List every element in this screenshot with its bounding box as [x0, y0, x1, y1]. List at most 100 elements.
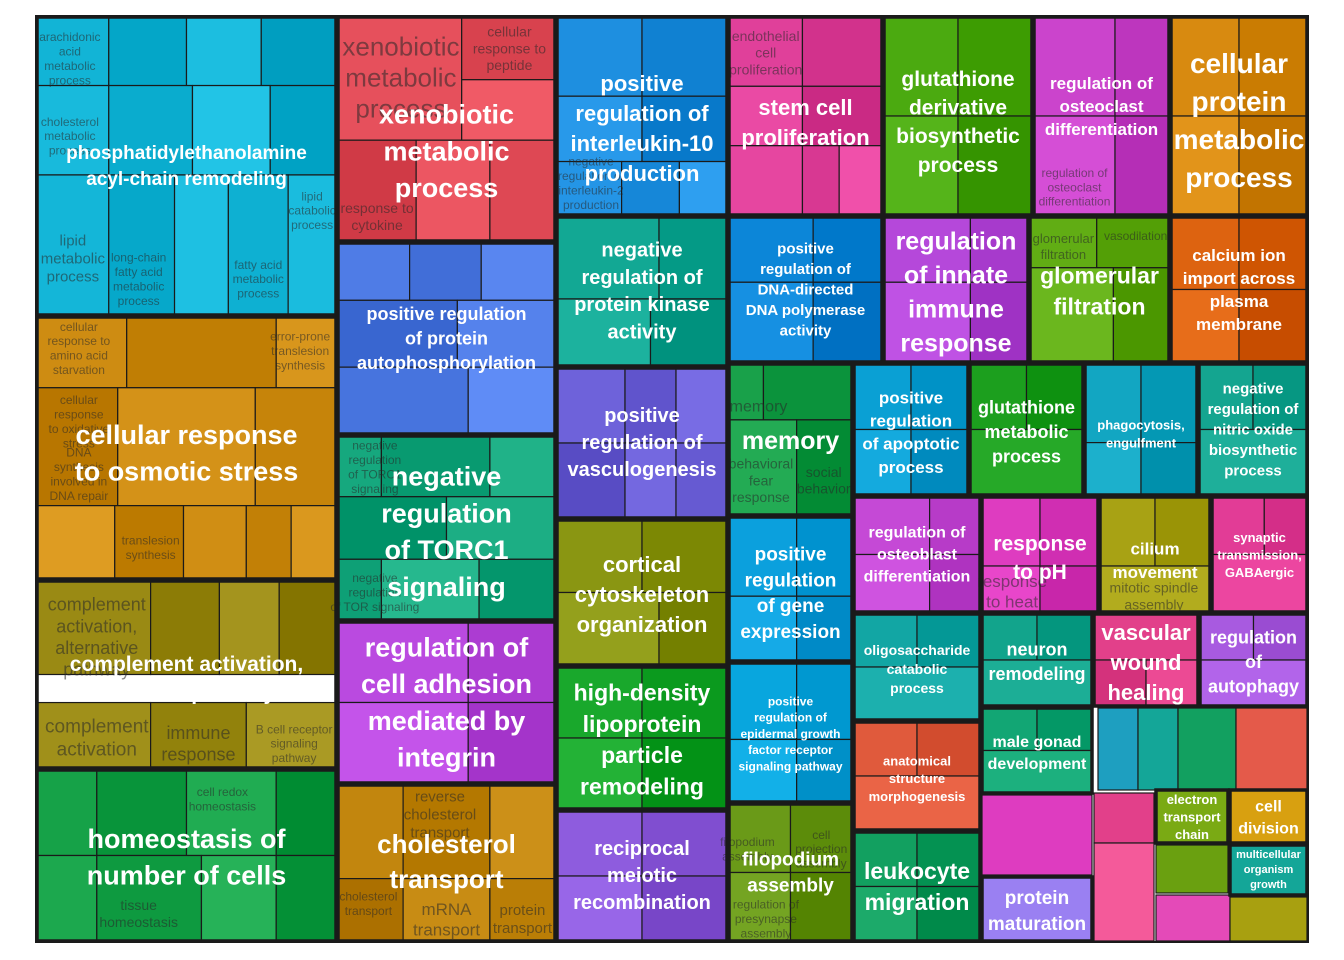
tile-phagocytosis-engulfment-subtile [1140, 442, 1198, 496]
tile-stem-cell-proliferation-subtile [728, 145, 804, 216]
tile-cellular-response-to-osmotic-stress-subtile [245, 505, 292, 580]
tile-cellular-response-to-osmotic-stress-subtile [36, 505, 116, 580]
tile-positive-regulation-of-interleukin-10-production-subtile [620, 160, 680, 216]
tile-regulation-of-osteoclast-differentiation-subtile [1114, 16, 1170, 117]
tile-filopodium-assembly-subtile [789, 871, 853, 942]
tile-cellular-protein-metabolic-process-subtile [1170, 115, 1240, 216]
tile-regulation-of-osteoblast-differentiation-subtile [928, 553, 981, 613]
tile-protein-maturation [981, 876, 1093, 942]
tile-positive-regulation-of-interleukin-10-production-subtile [556, 16, 643, 97]
group-border-positive-regulation-of-protein-autophosphorylation [336, 241, 557, 436]
group-label-stem-cell-proliferation: stem cell proliferation [741, 94, 869, 149]
subterm-label-cellular-response-to-peptide: cellular response to peptide [473, 24, 546, 74]
group-label-response-to-ph: response to pH [993, 532, 1086, 584]
subterm-label-dna-synthesis-involved-in-dna-repair: DNA synthesis involved in DNA repair [50, 446, 109, 503]
tile-positive-regulation-of-apoptotic-process-subtile [910, 363, 969, 431]
tile-xenobiotic-metabolic-process-subtile [415, 139, 491, 242]
subterm-label-mrna-transport: mRNA transport [413, 899, 480, 938]
tile-positive-regulation-of-gene-expression-subtile [796, 595, 853, 662]
tile-phosphatidylethanolamine-acyl-chain-remodeling-subtile [227, 174, 289, 316]
tile-positive-regulation-of-epidermal-growth-factor-receptor-signaling-pathway-subtile [796, 738, 853, 803]
subterm-label-cell-redox-homeostasis: cell redox homeostasis [189, 785, 256, 813]
tile-calcium-ion-import-across-plasma-membrane-subtile [1170, 216, 1240, 291]
tile-male-gonad-development-subtile [981, 749, 1093, 794]
tile-positive-regulation-of-interleukin-10-production-subtile [678, 160, 728, 216]
group-label-glutathione-derivative-biosynthetic-process: glutathione derivative biosynthetic process [896, 68, 1020, 177]
tile-xenobiotic-metabolic-process-subtile [337, 139, 417, 242]
subterm-label-response-to-cytokine: response to cytokine [340, 200, 413, 233]
group-border-regulation-of-osteoblast-differentiation [852, 495, 982, 614]
tile-unlabelled-1 [1097, 707, 1139, 791]
group-label-cellular-protein-metabolic-process: cellular protein metabolic process [1174, 47, 1305, 192]
tile-positive-regulation-of-gene-expression-subtile [796, 516, 853, 597]
group-label-male-gonad-development: male gonad development [988, 734, 1087, 773]
tile-cholesterol-transport-subtile [337, 784, 404, 880]
group-label-filopodium-assembly: filopodium assembly [742, 849, 839, 896]
group-border-glomerular-filtration [1028, 215, 1171, 364]
tile-memory-subtile [728, 419, 798, 516]
tile-anatomical-structure-morphogenesis-subtile [853, 721, 918, 777]
tile-regulation-of-cell-adhesion-mediated-by-integrin-subtile [467, 621, 556, 704]
group-label-oligosaccharide-catabolic-process: oligosaccharide catabolic process [864, 642, 971, 696]
tile-positive-regulation-of-vasculogenesis-subtile [675, 442, 728, 519]
tile-positive-regulation-of-interleukin-10-production-subtile [641, 95, 728, 163]
tile-high-density-lipoprotein-particle-remodeling-subtile [641, 666, 728, 739]
tile-cellular-protein-metabolic-process-subtile [1238, 16, 1308, 117]
tile-leukocyte-migration-subtile [916, 831, 981, 888]
subterm-label-negative-regulation-of-torc1-signaling: negative regulation of TORC1 signaling [348, 439, 402, 496]
subterm-label-long-chain-fatty-acid-metabolic-process: long-chain fatty acid metabolic process [111, 251, 166, 308]
group-label-positive-regulation-of-dna-directed-dna-polymerase-activity: positive regulation of DNA-directed DNA pol… [746, 240, 866, 339]
tile-regulation-of-autophagy-subtile [1252, 613, 1308, 661]
group-label-phagocytosis-engulfment: phagocytosis, engulfment [1097, 417, 1184, 450]
tile-neuron-remodeling-subtile [981, 659, 1093, 707]
group-label-glomerular-filtration: glomerular filtration [1040, 262, 1159, 319]
tile-positive-regulation-of-protein-autophosphorylation-subtile [480, 242, 556, 301]
tile-response-to-ph-subtile [1039, 565, 1099, 613]
group-label-homeostasis-of-number-of-cells: homeostasis of number of cells [87, 824, 287, 891]
subterm-label-mitotic-spindle-assembly: mitotic spindle assembly [1110, 580, 1199, 613]
tile-memory-subtile [762, 363, 853, 421]
group-border-response-to-ph [980, 495, 1100, 614]
subterm-label-vasodilation: vasodilation [1104, 229, 1167, 243]
tile-homeostasis-of-number-of-cells-subtile [275, 854, 337, 942]
group-label-positive-regulation-of-apoptotic-process: positive regulation of apoptotic process [862, 388, 959, 476]
group-label-electron-transport-chain: electron transport chain [1163, 791, 1221, 841]
tile-memory-subtile [728, 363, 765, 421]
group-label-cilium-movement: cilium movement [1112, 539, 1197, 581]
group-label-positive-regulation-of-gene-expression: positive regulation of gene expression [740, 544, 840, 643]
tile-electron-transport-chain [1155, 789, 1229, 844]
group-border-glutathione-metabolic-process [968, 362, 1085, 497]
tile-cell-division [1229, 789, 1308, 844]
group-label-calcium-ion-import-across-plasma-membrane: calcium ion import across plasma membrane [1183, 245, 1295, 333]
subterm-label-immune-response: immune response [161, 723, 235, 765]
subterm-label-lipid-metabolic-process: lipid metabolic process [41, 232, 106, 285]
subterm-label-xenobiotic-metabolic-process: xenobiotic metabolic process [342, 31, 459, 123]
tile-regulation-of-cell-adhesion-mediated-by-integrin-subtile [337, 621, 469, 704]
tile-homeostasis-of-number-of-cells-subtile [96, 854, 203, 942]
group-border-neuron-remodeling [980, 612, 1094, 708]
subterm-label-endothelial-cell-proliferation: endothelial cell proliferation [729, 28, 802, 78]
tile-complement-activation-classical-pathway-subtile [36, 701, 152, 769]
subterm-label-regulation-of-presynapse-assembly: regulation of presynapse assembly [733, 898, 800, 941]
tile-cellular-response-to-osmotic-stress-subtile [36, 387, 119, 507]
tile-phosphatidylethanolamine-acyl-chain-remodeling-subtile [287, 174, 337, 316]
tile-phagocytosis-engulfment-subtile [1084, 442, 1142, 496]
tile-negative-regulation-of-nitric-oxide-biosynthetic-process-subtile [1252, 363, 1308, 431]
group-border-negative-regulation-of-torc1-signaling [336, 434, 557, 622]
tile-xenobiotic-metabolic-process-subtile [461, 79, 556, 141]
group-label-vascular-wound-healing: vascular wound healing [1101, 619, 1191, 704]
tile-negative-regulation-of-torc1-signaling-subtile [337, 496, 448, 560]
group-label-regulation-of-osteoclast-differentiation: regulation of osteoclast differentiation [1045, 73, 1158, 138]
group-label-regulation-of-osteoblast-differentiation: regulation of osteoblast differentiation [864, 524, 971, 585]
group-border-positive-regulation-of-apoptotic-process [852, 362, 970, 497]
subterm-label-translesion-synthesis: translesion synthesis [122, 533, 180, 561]
tile-unlabelled-5 [1093, 792, 1155, 844]
tile-positive-regulation-of-dna-directed-dna-polymerase-activity-subtile [728, 216, 814, 283]
tile-positive-regulation-of-apoptotic-process-subtile [910, 428, 969, 496]
tile-oligosaccharide-catabolic-process-subtile [916, 613, 981, 668]
group-label-positive-regulation-of-epidermal-growth-factor-receptor-signaling-pathway: positive regulation of epidermal growth fac… [738, 694, 842, 773]
group-label-negative-regulation-of-torc1-signaling: negative regulation of TORC1 signaling [381, 462, 512, 602]
group-label-positive-regulation-of-protein-autophosphorylation: positive regulation of protein autophospho… [357, 304, 536, 373]
group-border-phagocytosis-engulfment [1083, 362, 1199, 497]
group-label-regulation-of-innate-immune-response: regulation of innate immune response [896, 227, 1017, 357]
